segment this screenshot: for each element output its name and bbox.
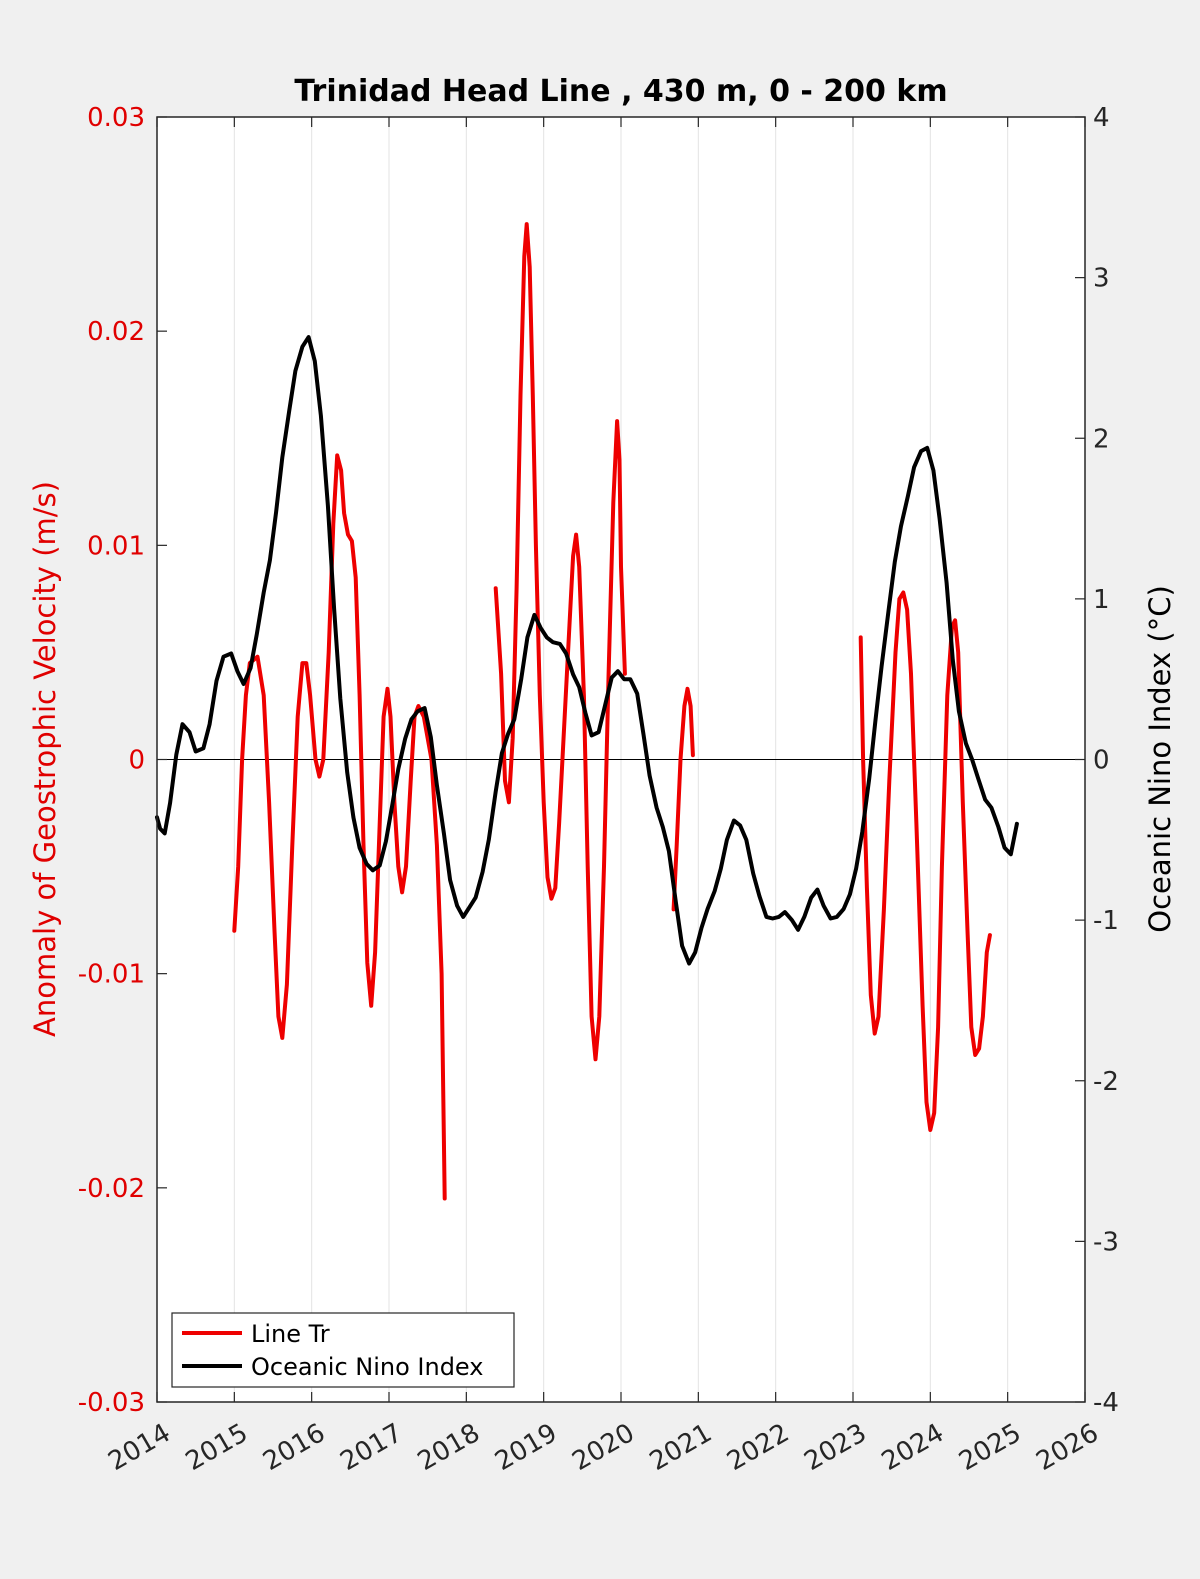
x-tick-label-2020: 2020 [567,1418,639,1477]
series-line-line-tr-0 [232,453,447,1201]
x-tick-label-2017: 2017 [335,1418,407,1477]
y-right-tick-label--2: -2 [1093,1067,1119,1097]
y-right-tick-label--4: -4 [1093,1388,1119,1418]
x-tick-label-2024: 2024 [877,1418,949,1477]
y-left-tick-label-0.03: 0.03 [87,103,145,133]
legend: Line Tr Oceanic Nino Index [171,1312,515,1388]
x-tick-label-2018: 2018 [413,1418,485,1477]
right-axis-label: Oceanic Nino Index (°C) [1143,585,1177,933]
series-line-line-tr-2 [671,686,695,912]
legend-box [171,1312,515,1388]
x-tick-label-2025: 2025 [954,1418,1026,1477]
x-tick-label-2023: 2023 [799,1418,871,1477]
series-line-oceanic-nino-index-0 [155,335,1019,966]
legend-label-line-tr: Line Tr [251,1320,330,1348]
y-left-tick-label-0: 0 [128,746,145,776]
series-line-line-tr-3 [858,590,992,1132]
x-tick-label-2015: 2015 [181,1418,253,1477]
series-line-line-tr-1 [493,222,627,1062]
y-left-tick-label-0.01: 0.01 [87,531,145,561]
chart-title: Trinidad Head Line , 430 m, 0 - 200 km [294,74,947,109]
y-right-tick-label--3: -3 [1093,1227,1119,1257]
x-tick-label-2016: 2016 [258,1418,330,1477]
x-tick-label-2014: 2014 [103,1418,175,1477]
series-layer [155,222,1019,1201]
y-right-tick-label--1: -1 [1093,906,1119,936]
y-left-tick-label--0.03: -0.03 [78,1388,145,1418]
x-tick-label-2022: 2022 [722,1418,794,1477]
x-tick-label-2019: 2019 [490,1418,562,1477]
y-left-tick-label-0.02: 0.02 [87,317,145,347]
y-right-tick-label-2: 2 [1093,424,1110,454]
y-left-tick-label--0.01: -0.01 [78,960,145,990]
y-left-tick-label--0.02: -0.02 [78,1174,145,1204]
y-right-tick-label-3: 3 [1093,264,1110,294]
x-tick-label-2026: 2026 [1031,1418,1103,1477]
left-axis-label: Anomaly of Geostrophic Velocity (m/s) [28,481,62,1037]
y-right-tick-label-0: 0 [1093,746,1110,776]
y-right-tick-label-4: 4 [1093,103,1110,133]
x-tick-label-2021: 2021 [645,1418,717,1477]
legend-label-oni: Oceanic Nino Index [251,1353,483,1381]
y-right-tick-label-1: 1 [1093,585,1110,615]
